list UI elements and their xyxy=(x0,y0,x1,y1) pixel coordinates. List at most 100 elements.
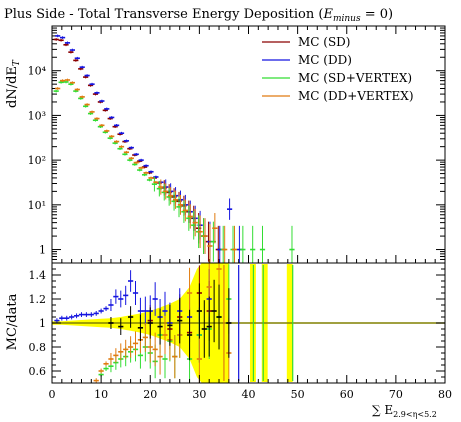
data-point-ddv xyxy=(123,150,130,154)
legend-label-dd: MC (DD) xyxy=(298,53,352,67)
data-point-sdv xyxy=(151,176,158,192)
ratio-point-data xyxy=(147,307,153,339)
data-point-ddv xyxy=(182,199,188,222)
data-point-ddv xyxy=(94,117,100,120)
data-point-sdv xyxy=(250,225,256,263)
bottom-ytick-label: 1 xyxy=(39,317,46,330)
data-point-sdv xyxy=(117,147,123,151)
ratio-point-ddv xyxy=(123,339,129,359)
data-point-ddv xyxy=(197,215,203,249)
data-point-dd xyxy=(55,34,61,38)
bottom-ytick-label: 0.6 xyxy=(29,365,47,378)
top-panel: 1 10¹ 10² 10³ 10⁴ xyxy=(28,25,446,264)
data-point-ddv xyxy=(74,88,80,91)
data-point-sdv xyxy=(63,80,69,84)
top-y-axis-label: dN/dET xyxy=(5,59,22,108)
data-point-ddv xyxy=(222,225,228,263)
data-point-sdv xyxy=(83,104,89,108)
data-point-dd xyxy=(118,131,125,135)
ratio-point-data xyxy=(177,297,183,344)
data-point-ddv xyxy=(128,156,134,160)
ratio-point-ddv xyxy=(152,332,158,367)
ratio-point-data xyxy=(118,318,124,335)
chart-title: Plus Side - Total Transverse Energy Depo… xyxy=(4,7,393,24)
data-point-ddv xyxy=(143,171,149,175)
bottom-xtick-label: 80 xyxy=(438,388,452,401)
legend-label-ddv: MC (DD+VERTEX) xyxy=(298,89,414,103)
ratio-point-dd xyxy=(69,314,75,320)
data-point-ddv xyxy=(231,225,238,263)
ratio-point-data xyxy=(201,300,207,358)
ratio-point-dd xyxy=(123,285,129,305)
ratio-point-dd xyxy=(83,312,89,317)
data-point-ddv xyxy=(192,208,198,237)
ratio-point-dd xyxy=(113,289,119,304)
data-point-ddv xyxy=(109,135,115,138)
ratio-point-ddv xyxy=(103,361,109,367)
ratio-point-ddv xyxy=(93,378,99,383)
bottom-panel-ticks: 0.6 0.8 1 1.2 1.4 0 10 20 30 40 50 60 70 80 xyxy=(29,268,452,401)
data-point-ddv xyxy=(158,179,164,195)
bottom-panel: 0.6 0.8 1 1.2 1.4 0 10 20 30 40 50 60 70 80 xyxy=(29,262,452,401)
ratio-point-ddv xyxy=(118,343,124,361)
data-point-ddv xyxy=(153,180,159,184)
top-ytick-label: 10¹ xyxy=(28,199,46,212)
data-point-ddv xyxy=(55,87,61,90)
data-point-sdv xyxy=(122,152,128,156)
data-point-dd xyxy=(59,36,66,39)
bottom-ytick-label: 1.2 xyxy=(29,293,47,306)
data-point-dd xyxy=(104,107,110,111)
ratio-point-data xyxy=(186,309,193,361)
ratio-point-dd xyxy=(59,315,65,321)
data-point-ddv xyxy=(113,140,120,143)
data-point-sdv xyxy=(132,163,138,166)
data-point-ddv xyxy=(202,218,208,254)
top-ytick-label: 1 xyxy=(39,244,46,257)
ratio-point-dd xyxy=(78,312,85,317)
data-point-dd xyxy=(226,198,233,220)
data-point-ddv xyxy=(207,224,213,263)
data-point-sdv xyxy=(137,168,143,172)
bottom-ytick-label: 1.4 xyxy=(29,269,47,282)
ratio-point-data xyxy=(167,305,173,346)
ratio-point-ddv xyxy=(98,368,104,374)
legend: MC (SD) MC (DD) MC (SD+VERTEX) MC (DD+VERTE… xyxy=(262,35,414,103)
data-point-ddv xyxy=(99,123,105,127)
ratio-point-dd xyxy=(142,296,148,326)
data-point-dd xyxy=(133,152,139,156)
data-point-ddv xyxy=(104,129,110,133)
top-panel-ticks: 1 10¹ 10² 10³ 10⁴ xyxy=(28,26,446,264)
bottom-xtick-label: 70 xyxy=(389,388,403,401)
ratio-point-data xyxy=(216,284,222,350)
ratio-point-dd xyxy=(73,313,80,319)
data-point-ddv xyxy=(163,183,169,200)
data-point-sdv xyxy=(289,225,295,263)
ratio-point-dd xyxy=(108,299,114,311)
bottom-xtick-label: 50 xyxy=(291,388,305,401)
data-point-ddv xyxy=(172,190,179,209)
ratio-point-data xyxy=(206,296,212,357)
ratio-point-ddv xyxy=(113,348,119,363)
bottom-panel-marks xyxy=(54,263,294,383)
bottom-xtick-label: 30 xyxy=(192,388,206,401)
data-point-dd xyxy=(94,91,100,95)
data-point-dd xyxy=(123,139,130,143)
ratio-point-data xyxy=(137,314,144,341)
data-point-ddv xyxy=(168,187,174,205)
ratio-point-dd xyxy=(132,281,139,305)
bottom-xtick-label: 10 xyxy=(94,388,108,401)
ratio-point-dd xyxy=(98,308,104,314)
data-point-ddv xyxy=(79,95,85,99)
top-panel-marks xyxy=(53,34,295,263)
top-ytick-label: 10³ xyxy=(28,109,46,122)
data-point-sdv xyxy=(240,225,246,263)
data-point-dd xyxy=(74,56,80,60)
ratio-point-ddv xyxy=(172,335,178,379)
data-point-dd xyxy=(69,48,75,52)
legend-label-sd: MC (SD) xyxy=(298,35,351,49)
ratio-point-dd xyxy=(54,318,60,323)
ratio-point-data xyxy=(108,317,114,329)
data-point-sdv xyxy=(127,158,133,162)
data-point-sdv xyxy=(259,225,266,263)
